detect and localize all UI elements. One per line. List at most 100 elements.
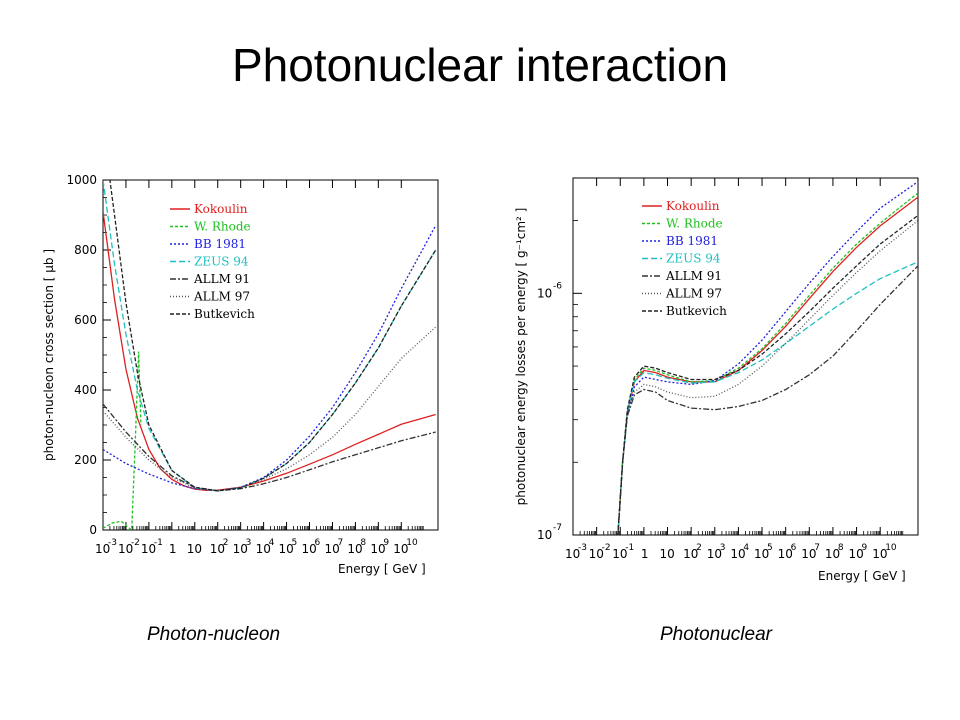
- x-tick-label: 10: [801, 547, 816, 561]
- y-axis-title: photon-nucleon cross section [ μb ]: [42, 249, 56, 461]
- series-line-kokoulin: [617, 196, 918, 535]
- legend-label: ALLM 91: [193, 272, 250, 286]
- x-tick-exponent: -1: [154, 538, 163, 548]
- x-tick-exponent: 8: [838, 543, 844, 553]
- caption-right: Photonuclear: [660, 624, 772, 645]
- x-tick-label: 1: [641, 547, 649, 561]
- y-tick-label: 0: [89, 523, 97, 537]
- x-tick-exponent: 6: [791, 543, 797, 553]
- x-tick-exponent: 9: [862, 543, 868, 553]
- x-tick-label: 10: [589, 547, 604, 561]
- legend-label: Kokoulin: [666, 199, 720, 213]
- x-tick-exponent: 3: [246, 538, 252, 548]
- legend-label: ZEUS 94: [194, 255, 249, 269]
- x-tick-label: 10: [730, 547, 745, 561]
- y-tick-label: 10: [537, 528, 552, 542]
- x-tick-label: 10: [233, 542, 248, 556]
- legend: Kokoulin W. Rhode BB 1981 ZEUS 94 ALLM 91 ALL…: [170, 202, 255, 321]
- series-line-bb-1981: [103, 225, 437, 492]
- x-tick-label: 10: [825, 547, 840, 561]
- x-tick-exponent: 10: [885, 543, 897, 553]
- x-tick-exponent: 6: [315, 538, 321, 548]
- y-tick-label: 800: [74, 243, 97, 257]
- x-tick-label: 10: [849, 547, 864, 561]
- x-tick-label: 10: [95, 542, 110, 556]
- x-tick-exponent: -2: [602, 543, 611, 553]
- x-tick-label: 10: [683, 547, 698, 561]
- x-tick-label: 10: [778, 547, 793, 561]
- x-tick-exponent: -1: [625, 543, 634, 553]
- legend-label: ALLM 97: [665, 287, 722, 301]
- x-tick-exponent: 7: [814, 543, 820, 553]
- x-tick-exponent: 10: [406, 538, 418, 548]
- legend-label: ALLM 97: [193, 290, 250, 304]
- caption-left: Photon-nucleon: [147, 624, 281, 645]
- x-tick-label: 10: [347, 542, 362, 556]
- chart-left: 10-3 10-2 10-1 1 10 102 103 104 105 106 107 108 109 1…: [42, 173, 439, 576]
- x-axis-title: Energy [ GeV ]: [818, 569, 906, 583]
- x-axis-title: Energy [ GeV ]: [338, 562, 426, 576]
- x-tick-label: 10: [302, 542, 317, 556]
- x-tick-label: 10: [256, 542, 271, 556]
- x-tick-exponent: 4: [269, 538, 275, 548]
- plot-frame: [102, 179, 439, 531]
- series-line-butkevich: [617, 214, 918, 535]
- x-tick-exponent: 2: [696, 543, 702, 553]
- legend-label: W. Rhode: [666, 217, 723, 231]
- y-tick-exponent: -7: [553, 523, 562, 533]
- y-tick-label: 400: [74, 383, 97, 397]
- x-tick-label: 10: [872, 547, 887, 561]
- series-line-w-rhode: [103, 351, 142, 530]
- legend-label: BB 1981: [666, 234, 718, 248]
- slide-title: Photonuclear interaction: [231, 39, 729, 91]
- x-tick-label: 10: [187, 542, 202, 556]
- series-line-allm-97: [617, 220, 918, 535]
- x-tick-exponent: 5: [292, 538, 298, 548]
- legend-label: ZEUS 94: [666, 252, 721, 266]
- x-tick-exponent: 5: [767, 543, 773, 553]
- x-tick-exponent: -2: [131, 538, 140, 548]
- series-group: [617, 181, 918, 535]
- y-tick-exponent: -6: [553, 281, 562, 291]
- x-tick-label: 10: [141, 542, 156, 556]
- x-tick-label: 10: [118, 542, 133, 556]
- y-tick-label: 1000: [66, 173, 97, 187]
- series-line-w-rhode: [617, 192, 918, 535]
- series-line-allm-91: [617, 265, 918, 535]
- legend: Kokoulin W. Rhode BB 1981 ZEUS 94 ALLM 91 ALL…: [642, 199, 727, 318]
- series-line-bb-1981: [617, 181, 918, 535]
- chart-right: 10-3 10-2 10-1 1 10 102 103 104 105 106 107 108 109 1…: [514, 177, 919, 583]
- x-tick-exponent: 4: [743, 543, 749, 553]
- x-tick-label: 10: [707, 547, 722, 561]
- series-line-zeus-94: [617, 261, 918, 535]
- legend-label: Butkevich: [666, 304, 727, 318]
- x-tick-label: 10: [370, 542, 385, 556]
- legend-label: Kokoulin: [194, 202, 248, 216]
- x-tick-label: 1: [169, 542, 177, 556]
- y-tick-label: 10: [537, 286, 552, 300]
- y-tick-label: 200: [74, 453, 97, 467]
- series-line-zeus-94: [103, 180, 437, 492]
- legend-label: BB 1981: [194, 237, 246, 251]
- legend-label: W. Rhode: [194, 220, 251, 234]
- series-line-kokoulin: [103, 211, 436, 492]
- x-tick-label: 10: [660, 547, 675, 561]
- x-tick-exponent: -3: [108, 538, 117, 548]
- plot-frame: [572, 177, 919, 536]
- x-tick-exponent: 8: [360, 538, 366, 548]
- series-line-allm-91: [103, 403, 436, 492]
- series-line-butkevich: [103, 180, 437, 492]
- x-tick-label: 10: [612, 547, 627, 561]
- legend-label: ALLM 91: [665, 269, 722, 283]
- y-tick-label: 600: [74, 313, 97, 327]
- series-line-allm-97: [103, 326, 437, 492]
- x-tick-label: 10: [210, 542, 225, 556]
- x-tick-label: 10: [324, 542, 339, 556]
- x-tick-label: 10: [565, 547, 580, 561]
- x-tick-exponent: 9: [383, 538, 389, 548]
- legend-label: Butkevich: [194, 307, 255, 321]
- x-tick-exponent: 7: [337, 538, 343, 548]
- x-tick-label: 10: [754, 547, 769, 561]
- x-tick-exponent: 2: [223, 538, 229, 548]
